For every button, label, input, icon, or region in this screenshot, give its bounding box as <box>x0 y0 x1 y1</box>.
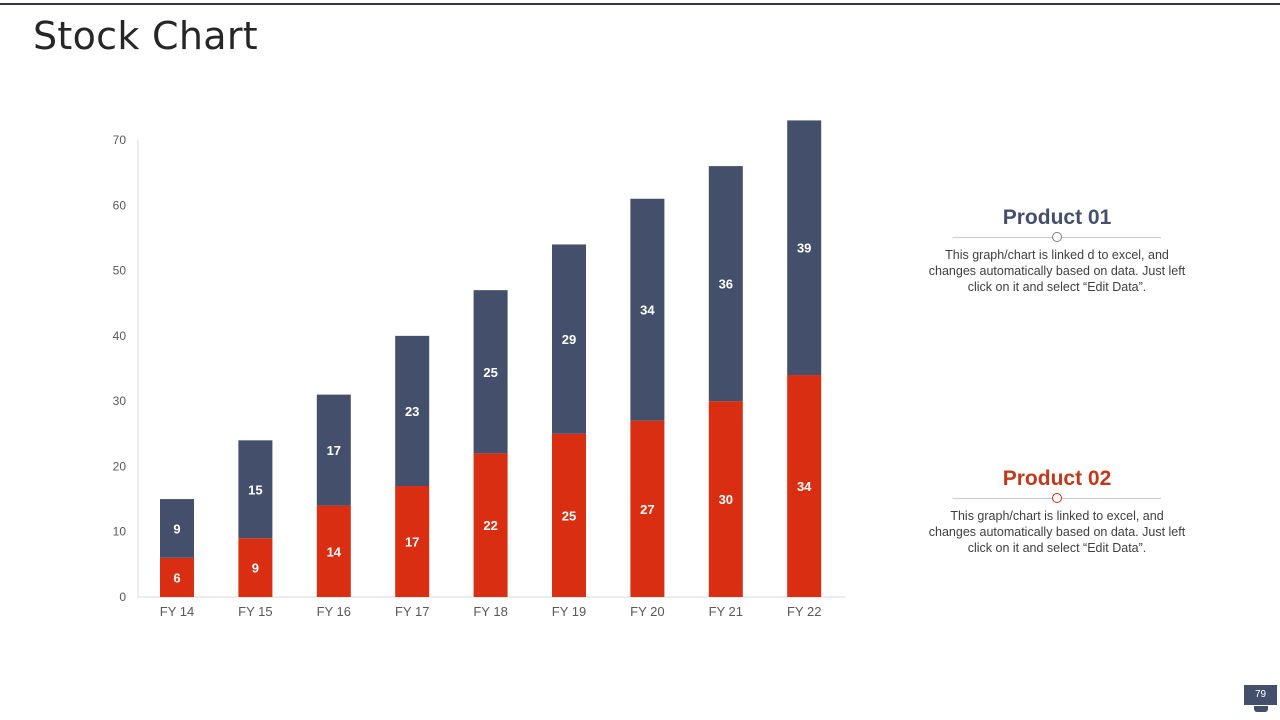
bar-value-label: 17 <box>405 535 419 550</box>
bar-product-02 <box>630 420 665 597</box>
bar-value-label: 22 <box>483 518 497 533</box>
bar-product-01 <box>552 244 586 434</box>
y-tick-label: 60 <box>113 198 127 212</box>
x-tick-label: FY 14 <box>160 604 194 619</box>
legend-product-02-title: Product 02 <box>1002 467 1112 490</box>
bar-product-01 <box>787 120 822 376</box>
y-tick-label: 40 <box>113 329 127 343</box>
x-tick-label: FY 15 <box>238 604 272 619</box>
legend-product-01: Product 01 This graph/chart is linked d … <box>926 206 1188 295</box>
x-tick-label: FY 21 <box>709 604 743 619</box>
x-tick-label: FY 22 <box>787 604 821 619</box>
y-tick-label: 70 <box>113 133 127 147</box>
legend-product-01-description: This graph/chart is linked d to excel, a… <box>928 248 1186 294</box>
bar-product-01 <box>238 440 273 539</box>
bar-product-02 <box>316 505 351 597</box>
bar-product-01 <box>316 394 351 506</box>
bar-value-label: 27 <box>640 502 654 517</box>
legend-product-01-marker-icon <box>1052 232 1062 242</box>
page-number-badge: 79 <box>1244 685 1277 705</box>
legend-product-02-marker-icon <box>1052 493 1062 503</box>
x-tick-label: FY 17 <box>395 604 429 619</box>
legend-product-02: Product 02 This graph/chart is linked to… <box>926 467 1188 556</box>
bar-value-label: 25 <box>562 508 576 523</box>
bar-product-02 <box>708 401 743 597</box>
x-tick-label: FY 18 <box>473 604 507 619</box>
bar-product-02 <box>395 486 430 597</box>
bar-product-01 <box>160 499 194 558</box>
bar-value-label: 14 <box>327 544 342 559</box>
bar-value-label: 36 <box>719 277 733 292</box>
bar-value-label: 34 <box>640 303 655 318</box>
x-tick-label: FY 19 <box>552 604 586 619</box>
bar-product-01 <box>473 290 508 454</box>
bar-value-label: 23 <box>405 404 419 419</box>
bar-product-02 <box>238 538 273 597</box>
bar-value-label: 39 <box>797 241 811 256</box>
top-rule <box>0 3 1280 5</box>
bar-value-label: 6 <box>173 570 180 585</box>
bar-product-01 <box>630 198 665 421</box>
y-tick-label: 50 <box>113 264 127 278</box>
bar-value-label: 34 <box>797 479 812 494</box>
legend-product-02-divider <box>953 493 1161 503</box>
bar-value-label: 30 <box>719 492 733 507</box>
bar-value-label: 29 <box>562 332 576 347</box>
y-tick-label: 20 <box>113 459 127 473</box>
monitor-stand-icon <box>1254 706 1268 712</box>
bar-product-02 <box>160 557 194 597</box>
y-tick-label: 0 <box>119 590 126 604</box>
x-tick-label: FY 20 <box>630 604 664 619</box>
bar-product-01 <box>395 335 430 487</box>
bar-value-label: 15 <box>248 482 262 497</box>
slide-title: Stock Chart <box>33 14 258 58</box>
y-tick-label: 30 <box>113 394 127 408</box>
bar-product-02 <box>552 433 586 597</box>
bar-value-label: 9 <box>173 521 180 536</box>
legend-product-02-description: This graph/chart is linked to excel, and… <box>928 509 1186 555</box>
bar-value-label: 25 <box>483 365 497 380</box>
y-tick-label: 10 <box>113 525 127 539</box>
bar-product-02 <box>787 375 822 597</box>
legend-product-01-divider <box>953 232 1161 242</box>
bar-product-01 <box>708 166 743 402</box>
x-tick-label: FY 16 <box>317 604 351 619</box>
bar-value-label: 17 <box>327 443 341 458</box>
bar-product-02 <box>473 453 508 597</box>
bar-value-label: 9 <box>252 561 259 576</box>
legend-product-01-title: Product 01 <box>1002 206 1112 229</box>
